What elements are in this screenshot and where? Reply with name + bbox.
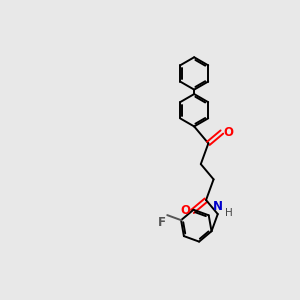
Text: N: N	[213, 200, 223, 213]
Text: O: O	[223, 125, 233, 139]
Text: O: O	[181, 204, 191, 218]
Text: H: H	[225, 208, 233, 218]
Text: F: F	[158, 216, 166, 229]
